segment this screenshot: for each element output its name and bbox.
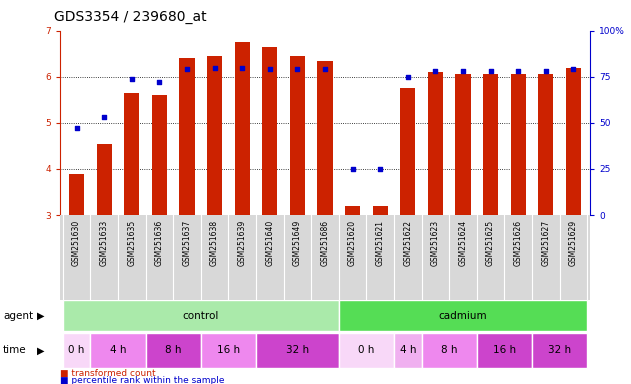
Text: GSM251640: GSM251640 — [265, 220, 274, 266]
Bar — [97, 144, 112, 215]
Bar — [510, 74, 526, 215]
Text: GSM251637: GSM251637 — [182, 220, 191, 266]
Bar — [483, 74, 498, 215]
Point — [320, 66, 330, 73]
Text: control: control — [182, 311, 219, 321]
Text: ■ transformed count: ■ transformed count — [60, 369, 156, 378]
Text: GSM251622: GSM251622 — [403, 220, 412, 266]
Text: GSM251621: GSM251621 — [375, 220, 385, 266]
Point — [209, 65, 220, 71]
Point — [569, 66, 579, 73]
Bar — [566, 68, 581, 215]
Text: GSM251624: GSM251624 — [459, 220, 468, 266]
Point — [71, 125, 81, 131]
Text: GSM251627: GSM251627 — [541, 220, 550, 266]
Bar — [456, 74, 471, 215]
Text: cadmium: cadmium — [439, 311, 487, 321]
Text: time: time — [3, 345, 27, 356]
Text: 32 h: 32 h — [286, 345, 309, 356]
Bar — [345, 206, 360, 215]
Text: ■ percentile rank within the sample: ■ percentile rank within the sample — [60, 376, 225, 384]
Point — [264, 66, 274, 73]
Bar — [339, 301, 587, 331]
Bar — [146, 333, 201, 367]
Point — [99, 114, 109, 121]
Text: 16 h: 16 h — [493, 345, 516, 356]
Text: 0 h: 0 h — [68, 345, 85, 356]
Text: GSM251623: GSM251623 — [431, 220, 440, 266]
Text: GSM251649: GSM251649 — [293, 220, 302, 266]
Bar — [372, 206, 388, 215]
Point — [292, 66, 302, 73]
Point — [375, 166, 385, 172]
Bar — [400, 88, 415, 215]
Point — [403, 74, 413, 80]
Bar — [207, 56, 222, 215]
Text: ▶: ▶ — [37, 311, 44, 321]
Text: GSM251636: GSM251636 — [155, 220, 164, 266]
Bar — [317, 61, 333, 215]
Bar — [477, 333, 532, 367]
Bar — [532, 333, 587, 367]
Point — [127, 76, 137, 82]
Point — [513, 68, 523, 74]
Bar — [290, 56, 305, 215]
Bar — [339, 333, 394, 367]
Bar — [394, 333, 422, 367]
Text: 32 h: 32 h — [548, 345, 571, 356]
Point — [154, 79, 164, 85]
Text: GSM251626: GSM251626 — [514, 220, 522, 266]
Point — [182, 66, 192, 73]
Text: ▶: ▶ — [37, 345, 44, 356]
Text: GDS3354 / 239680_at: GDS3354 / 239680_at — [54, 10, 206, 23]
Text: GSM251635: GSM251635 — [127, 220, 136, 266]
Text: GSM251639: GSM251639 — [238, 220, 247, 266]
Bar — [256, 333, 339, 367]
Text: 4 h: 4 h — [399, 345, 416, 356]
Text: GSM251633: GSM251633 — [100, 220, 109, 266]
Text: GSM251686: GSM251686 — [321, 220, 329, 266]
Bar — [124, 93, 139, 215]
Bar — [262, 47, 278, 215]
Point — [237, 65, 247, 71]
Point — [458, 68, 468, 74]
Text: 4 h: 4 h — [110, 345, 126, 356]
Text: GSM251620: GSM251620 — [348, 220, 357, 266]
Bar — [151, 95, 167, 215]
Text: 16 h: 16 h — [217, 345, 240, 356]
Bar — [62, 301, 339, 331]
Text: 8 h: 8 h — [441, 345, 457, 356]
Text: 0 h: 0 h — [358, 345, 375, 356]
Bar — [538, 74, 553, 215]
Point — [348, 166, 358, 172]
Bar — [179, 58, 194, 215]
Bar — [69, 174, 84, 215]
Point — [541, 68, 551, 74]
Text: agent: agent — [3, 311, 33, 321]
Text: GSM251629: GSM251629 — [569, 220, 578, 266]
Bar — [62, 333, 90, 367]
Bar — [422, 333, 477, 367]
Text: 8 h: 8 h — [165, 345, 181, 356]
Text: GSM251625: GSM251625 — [486, 220, 495, 266]
Bar — [90, 333, 146, 367]
Point — [486, 68, 496, 74]
Bar — [201, 333, 256, 367]
Text: GSM251630: GSM251630 — [72, 220, 81, 266]
Text: GSM251638: GSM251638 — [210, 220, 219, 266]
Point — [430, 68, 440, 74]
Bar — [235, 42, 250, 215]
Bar — [428, 72, 443, 215]
